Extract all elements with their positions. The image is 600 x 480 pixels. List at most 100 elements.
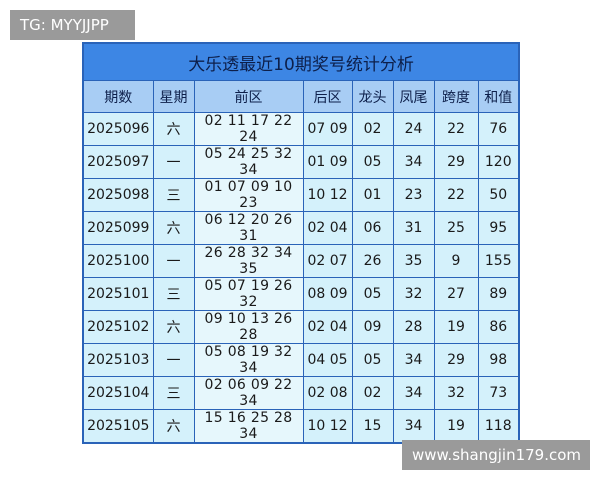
cell: 一 [152,145,195,179]
cell: 2025105 [82,409,154,444]
cell: 02 [351,376,394,410]
column-header: 期数 [82,80,154,113]
cell: 32 [433,376,479,410]
cell: 10 12 [302,178,353,212]
column-header: 和值 [477,80,520,113]
cell: 02 04 [302,310,353,344]
cell: 一 [152,343,195,377]
cell: 2025101 [82,277,154,311]
cell: 2025103 [82,343,154,377]
data-row: 2025105 六 15 16 25 28 34 10 12 15 34 19 118 [82,409,520,444]
title-row: 大乐透最近10期奖号统计分析 [82,42,520,81]
cell: 73 [477,376,520,410]
cell: 01 07 09 10 23 [193,178,304,212]
data-row: 2025103 一 05 08 19 32 34 04 05 05 34 29 98 [82,343,520,377]
cell: 2025100 [82,244,154,278]
cell: 02 [351,112,394,146]
cell: 34 [392,409,435,444]
cell: 02 07 [302,244,353,278]
header-row: 期数 星期 前区 后区 龙头 凤尾 跨度 和值 [82,80,520,113]
cell: 86 [477,310,520,344]
cell: 三 [152,376,195,410]
cell: 09 10 13 26 28 [193,310,304,344]
cell: 2025104 [82,376,154,410]
cell: 25 [433,211,479,245]
cell: 10 12 [302,409,353,444]
cell: 01 [351,178,394,212]
cell: 76 [477,112,520,146]
cell: 15 16 25 28 34 [193,409,304,444]
cell: 三 [152,277,195,311]
cell: 22 [433,112,479,146]
cell: 9 [433,244,479,278]
cell: 98 [477,343,520,377]
data-row: 2025097 一 05 24 25 32 34 01 09 05 34 29 120 [82,145,520,179]
data-row: 2025096 六 02 11 17 22 24 07 09 02 24 22 76 [82,112,520,146]
cell: 19 [433,310,479,344]
cell: 06 12 20 26 31 [193,211,304,245]
cell: 29 [433,145,479,179]
cell: 六 [152,310,195,344]
column-header: 星期 [152,80,195,113]
cell: 155 [477,244,520,278]
column-header: 龙头 [351,80,394,113]
cell: 一 [152,244,195,278]
cell: 50 [477,178,520,212]
cell: 19 [433,409,479,444]
cell: 08 09 [302,277,353,311]
watermark: TG: MYYJJPP [10,10,135,40]
column-header: 前区 [193,80,304,113]
cell: 05 [351,343,394,377]
cell: 2025102 [82,310,154,344]
cell: 95 [477,211,520,245]
cell: 2025099 [82,211,154,245]
cell: 02 06 09 22 34 [193,376,304,410]
cell: 07 09 [302,112,353,146]
cell: 06 [351,211,394,245]
cell: 05 [351,145,394,179]
data-row: 2025100 一 26 28 32 34 35 02 07 26 35 9 155 [82,244,520,278]
cell: 26 28 32 34 35 [193,244,304,278]
cell: 2025097 [82,145,154,179]
cell: 六 [152,112,195,146]
cell: 23 [392,178,435,212]
column-header: 凤尾 [392,80,435,113]
data-row: 2025098 三 01 07 09 10 23 10 12 01 23 22 50 [82,178,520,212]
lottery-table: 大乐透最近10期奖号统计分析 期数 星期 前区 后区 龙头 凤尾 跨度 和值 2025096 六 02… [82,42,521,444]
cell: 120 [477,145,520,179]
cell: 01 09 [302,145,353,179]
cell: 34 [392,343,435,377]
cell: 02 11 17 22 24 [193,112,304,146]
cell: 35 [392,244,435,278]
cell: 05 24 25 32 34 [193,145,304,179]
cell: 05 08 19 32 34 [193,343,304,377]
data-row: 2025101 三 05 07 19 26 32 08 09 05 32 27 89 [82,277,520,311]
cell: 05 07 19 26 32 [193,277,304,311]
data-row: 2025102 六 09 10 13 26 28 02 04 09 28 19 86 [82,310,520,344]
cell: 22 [433,178,479,212]
cell: 24 [392,112,435,146]
column-header: 后区 [302,80,353,113]
cell: 09 [351,310,394,344]
cell: 2025096 [82,112,154,146]
cell: 04 05 [302,343,353,377]
cell: 29 [433,343,479,377]
cell: 15 [351,409,394,444]
cell: 26 [351,244,394,278]
cell: 三 [152,178,195,212]
cell: 05 [351,277,394,311]
cell: 118 [477,409,520,444]
cell: 34 [392,376,435,410]
data-row: 2025099 六 06 12 20 26 31 02 04 06 31 25 95 [82,211,520,245]
cell: 六 [152,211,195,245]
cell: 2025098 [82,178,154,212]
cell: 28 [392,310,435,344]
cell: 27 [433,277,479,311]
watermark: www.shangjin179.com [402,440,590,470]
cell: 六 [152,409,195,444]
cell: 31 [392,211,435,245]
cell: 89 [477,277,520,311]
column-header: 跨度 [433,80,479,113]
cell: 34 [392,145,435,179]
